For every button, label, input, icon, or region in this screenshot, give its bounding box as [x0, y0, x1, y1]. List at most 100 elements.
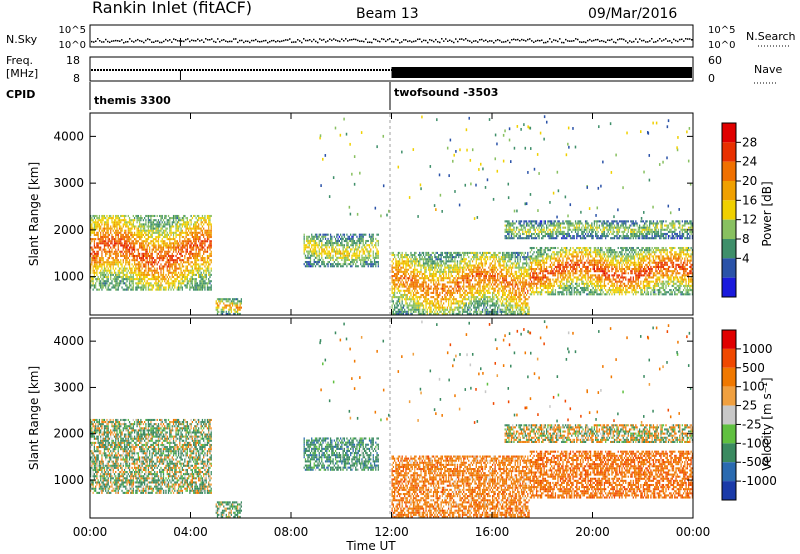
power-cell [125, 246, 127, 249]
power-cell [106, 225, 108, 228]
power-cell [308, 239, 310, 243]
power-cell [429, 306, 431, 309]
power-cell [312, 237, 314, 240]
power-cell [465, 262, 467, 265]
power-cell [156, 267, 158, 270]
power-cell [155, 229, 157, 232]
power-cell [113, 280, 116, 283]
power-cell [470, 251, 472, 254]
power-cell [180, 250, 182, 253]
power-cell [96, 252, 98, 255]
power-cell [469, 285, 471, 288]
power-cell [196, 225, 199, 228]
power-cell [370, 237, 372, 240]
power-cell [348, 254, 351, 257]
power-cell [311, 254, 313, 257]
power-cell [150, 214, 152, 218]
power-cell [422, 277, 425, 280]
power-cell [201, 288, 204, 291]
power-cell [309, 250, 312, 253]
power-cell [161, 242, 163, 245]
power-cell [128, 246, 131, 249]
power-cell [90, 252, 92, 255]
power-cell [156, 263, 158, 266]
power-cell [313, 235, 315, 238]
cpid-mode-1: themis 3300 [94, 94, 171, 107]
power-cell [419, 262, 421, 265]
power-cell [121, 278, 123, 281]
power-cell [100, 246, 102, 249]
power-cell [470, 272, 472, 276]
power-cell [108, 288, 111, 291]
power-cell [326, 254, 328, 257]
power-cell [420, 287, 422, 290]
power-cell [167, 284, 170, 287]
nsky-point [187, 38, 189, 40]
power-cell [446, 293, 449, 297]
power-cell [128, 223, 131, 226]
power-cell [169, 229, 171, 232]
nsky-point [659, 38, 661, 40]
power-cell [116, 231, 118, 234]
power-cell [424, 308, 426, 311]
power-cell [128, 229, 131, 232]
power-cell [193, 257, 195, 260]
power-cell [476, 264, 479, 267]
power-cell [185, 235, 187, 239]
power-cell [117, 288, 119, 291]
power-cell [125, 269, 127, 272]
power-cell [339, 254, 342, 257]
power-cell [469, 270, 471, 273]
power-cell [401, 310, 403, 313]
power-cell [429, 300, 431, 303]
power-cell [204, 219, 206, 222]
power-cell [169, 265, 171, 268]
power-cell [448, 300, 450, 303]
nsky-point [577, 38, 579, 41]
power-cell [180, 223, 182, 226]
power-cell [451, 287, 454, 290]
power-cell [479, 256, 481, 259]
power-cell [128, 231, 131, 234]
power-cell [444, 296, 446, 299]
power-cell [123, 235, 126, 239]
power-cell [449, 310, 451, 313]
power-cell [135, 240, 137, 243]
power-cell [92, 214, 94, 218]
power-cell [416, 285, 418, 288]
power-cell [169, 257, 171, 260]
power-cell [180, 227, 182, 230]
power-cell [435, 266, 437, 269]
power-cell [107, 223, 109, 226]
power-cell [182, 242, 185, 245]
power-cell [196, 286, 199, 289]
power-cell [154, 278, 156, 281]
power-cell [101, 271, 103, 274]
power-cell [128, 282, 131, 285]
power-cell [236, 308, 239, 311]
power-cell [172, 246, 175, 249]
power-cell [468, 279, 470, 282]
power-cell [170, 238, 172, 241]
power-cell [357, 265, 359, 268]
power-cell [399, 302, 401, 305]
power-cell [415, 296, 417, 299]
power-cell [113, 219, 116, 222]
power-cell [113, 250, 116, 253]
power-cell [341, 235, 343, 238]
power-cell [155, 271, 157, 274]
power-cell [182, 259, 185, 262]
power-cell [171, 273, 173, 276]
nsky-point [403, 39, 405, 41]
power-cell [167, 221, 170, 224]
power-cell [157, 261, 160, 264]
power-cell [108, 240, 111, 243]
power-cell [144, 278, 146, 281]
power-cell [439, 260, 441, 263]
power-cell [103, 265, 106, 268]
power-cell [123, 217, 126, 220]
power-cell [147, 269, 150, 272]
power-cell [116, 252, 118, 255]
power-cell [489, 264, 491, 267]
power-cell [194, 280, 196, 283]
